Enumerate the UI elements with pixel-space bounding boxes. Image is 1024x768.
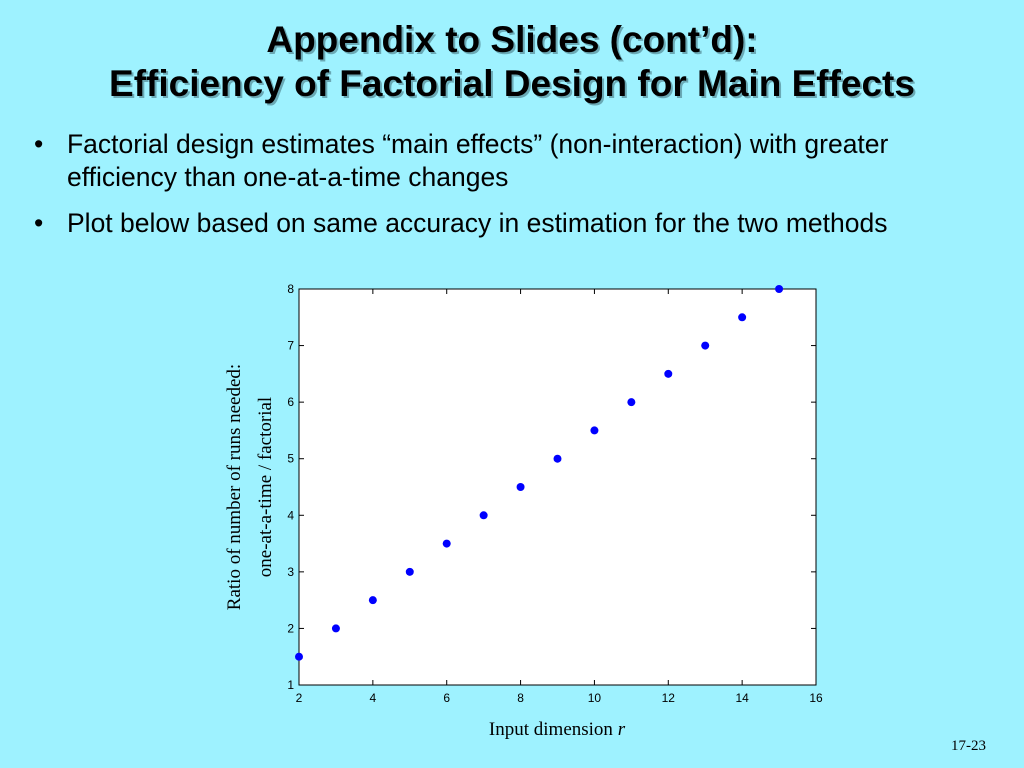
- data-point: [590, 426, 599, 435]
- x-tick-label: 2: [296, 691, 303, 705]
- data-point: [775, 285, 784, 293]
- data-point: [368, 596, 377, 605]
- data-point: [331, 624, 340, 633]
- bullet-item: • Plot below based on same accuracy in e…: [34, 207, 994, 240]
- data-point: [627, 398, 636, 407]
- title-line-1: Appendix to Slides (cont’d):: [266, 19, 758, 60]
- title-line-2: Efficiency of Factorial Design for Main …: [109, 63, 915, 104]
- data-point: [701, 341, 710, 350]
- bullet-list: • Factorial design estimates “main effec…: [34, 128, 994, 253]
- bullet-text: Plot below based on same accuracy in est…: [67, 208, 888, 238]
- x-tick-label: 4: [370, 691, 377, 705]
- x-tick-label: 14: [735, 691, 749, 705]
- data-point: [664, 369, 673, 378]
- bullet-glyph: •: [34, 129, 44, 159]
- data-point: [738, 313, 747, 322]
- data-point: [405, 567, 414, 576]
- y-tick-label: 8: [287, 282, 294, 296]
- y-tick-label: 5: [287, 452, 294, 466]
- x-tick-label: 6: [443, 691, 450, 705]
- y-tick-label: 7: [287, 339, 294, 353]
- x-tick-label: 10: [588, 691, 602, 705]
- y-axis-label-line1: Ratio of number of runs needed:: [224, 364, 245, 610]
- plot-area: [298, 288, 817, 686]
- data-point: [295, 652, 303, 661]
- y-tick-label: 2: [287, 621, 294, 635]
- y-tick-label: 3: [287, 565, 294, 579]
- bullet-glyph: •: [34, 208, 44, 238]
- x-axis-label: Input dimension r: [489, 719, 626, 740]
- x-axis-label-text: Input dimension: [489, 719, 614, 740]
- slide-number: 17-23: [951, 738, 986, 754]
- data-points: [295, 285, 784, 661]
- data-point: [479, 511, 488, 520]
- y-axis-label: Ratio of number of runs needed: one-at-a…: [224, 364, 276, 610]
- data-point: [442, 539, 451, 548]
- y-tick-label: 6: [287, 395, 294, 409]
- bullet-text: Factorial design estimates “main effects…: [67, 129, 889, 192]
- data-point: [516, 483, 525, 491]
- x-tick-label: 8: [517, 691, 524, 705]
- slide-title: Appendix to Slides (cont’d): Efficiency …: [0, 18, 1024, 106]
- x-tick-label: 12: [662, 691, 676, 705]
- bullet-item: • Factorial design estimates “main effec…: [34, 128, 994, 194]
- x-axis-label-var: r: [618, 719, 626, 740]
- data-point: [553, 454, 562, 463]
- y-tick-label: 4: [287, 508, 294, 522]
- y-axis-label-line2: one-at-a-time / factorial: [255, 397, 276, 577]
- x-tick-label: 16: [809, 691, 823, 705]
- y-tick-label: 1: [287, 678, 294, 692]
